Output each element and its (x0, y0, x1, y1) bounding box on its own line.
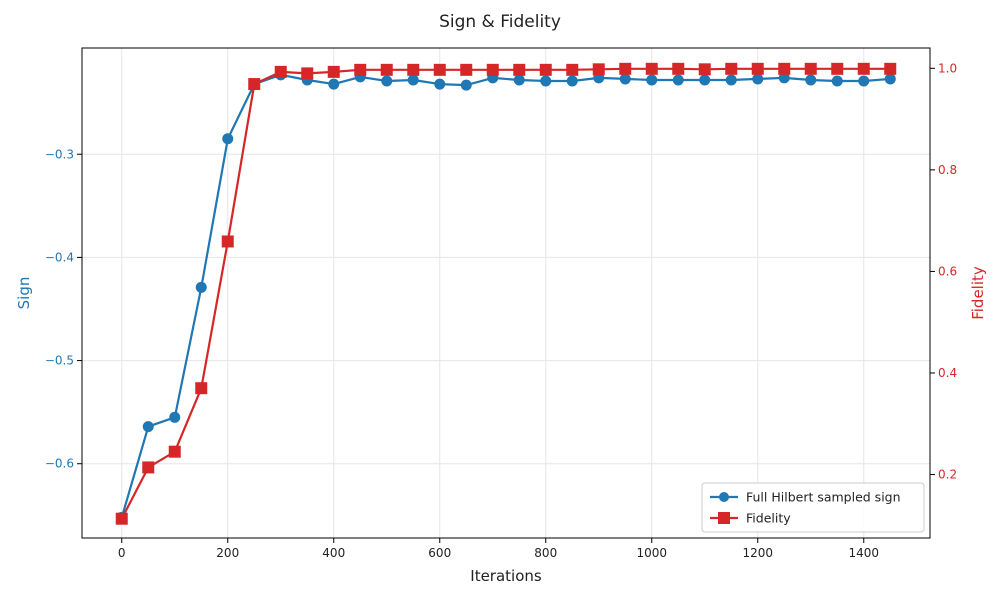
sign-point (778, 72, 790, 84)
right-y-axis-label: Fidelity (969, 266, 987, 320)
fidelity-point (433, 63, 446, 76)
sign-point (540, 75, 552, 87)
left-y-tick-label: −0.3 (45, 147, 74, 161)
fidelity-point (380, 63, 393, 76)
x-tick-label: 1200 (742, 546, 773, 560)
fidelity-point (619, 62, 632, 75)
left-y-tick-label: −0.5 (45, 354, 74, 368)
fidelity-point (248, 78, 261, 91)
x-axis-label: Iterations (470, 567, 542, 585)
sign-point (831, 75, 843, 87)
legend-label: Fidelity (746, 511, 791, 526)
sign-point (222, 133, 234, 145)
x-axis-ticks: 0 200 400 600 800 1000 1200 1400 (118, 538, 879, 560)
right-y-tick-label: 1.0 (938, 61, 957, 75)
chart-title: Sign & Fidelity (439, 12, 561, 32)
sign-point (884, 73, 896, 85)
fidelity-point (460, 63, 473, 76)
grid-lines (82, 48, 930, 538)
x-tick-label: 800 (534, 546, 557, 560)
fidelity-point (725, 62, 738, 75)
series-markers (115, 62, 897, 525)
fidelity-point (407, 63, 420, 76)
sign-point (142, 421, 154, 433)
fidelity-point (698, 63, 711, 76)
x-tick-label: 1400 (848, 546, 879, 560)
fidelity-point (513, 63, 526, 76)
legend-marker-square (718, 512, 730, 524)
sign-point (328, 78, 340, 90)
fidelity-point (539, 63, 552, 76)
left-y-axis-label: Sign (15, 277, 33, 310)
sign-point (195, 281, 207, 293)
fidelity-point (804, 62, 817, 75)
legend-box (701, 482, 925, 533)
sign-point (672, 74, 684, 86)
fidelity-point (831, 62, 844, 75)
sign-point (805, 74, 817, 86)
legend-marker-circle (719, 492, 729, 502)
sign-point (434, 78, 446, 90)
fidelity-point (592, 63, 605, 76)
plot-frame (81, 47, 931, 539)
sign-point (619, 73, 631, 85)
fidelity-point (354, 63, 367, 76)
fidelity-point (884, 62, 897, 75)
fidelity-point (486, 63, 499, 76)
left-y-tick-label: −0.4 (45, 250, 74, 264)
right-y-axis-ticks: 0.2 0.4 0.6 0.8 1.0 (930, 61, 957, 482)
fidelity-point (672, 62, 685, 75)
fidelity-point (195, 382, 208, 395)
fidelity-point (778, 62, 791, 75)
sign-point (381, 75, 393, 87)
fidelity-point (168, 445, 181, 458)
sign-point (699, 74, 711, 86)
sign-point (566, 75, 578, 87)
fidelity-point (301, 67, 314, 80)
sign-point (646, 74, 658, 86)
sign-point (169, 411, 181, 423)
x-tick-label: 1000 (636, 546, 667, 560)
right-y-tick-label: 0.4 (938, 366, 957, 380)
legend: Full Hilbert sampled sign Fidelity (701, 482, 925, 533)
x-tick-label: 400 (322, 546, 345, 560)
right-y-tick-label: 0.8 (938, 163, 957, 177)
legend-label: Full Hilbert sampled sign (746, 490, 901, 505)
fidelity-point (327, 65, 340, 78)
fidelity-point (645, 62, 658, 75)
fidelity-point (857, 62, 870, 75)
sign-point (407, 74, 419, 86)
left-y-axis-ticks: −0.6 −0.5 −0.4 −0.3 (45, 147, 82, 471)
fidelity-point (221, 235, 234, 248)
right-y-tick-label: 0.6 (938, 264, 957, 278)
left-y-tick-label: −0.6 (45, 457, 74, 471)
sign-point (725, 74, 737, 86)
fidelity-point (274, 65, 287, 78)
sign-point (460, 79, 472, 91)
fidelity-point (566, 63, 579, 76)
x-tick-label: 200 (216, 546, 239, 560)
fidelity-point (142, 461, 155, 474)
x-tick-label: 0 (118, 546, 126, 560)
fidelity-point (751, 62, 764, 75)
sign-point (513, 74, 525, 86)
sign-point (752, 73, 764, 85)
fidelity-point (115, 512, 128, 525)
sign-point (858, 75, 870, 87)
right-y-tick-label: 0.2 (938, 468, 957, 482)
x-tick-label: 600 (428, 546, 451, 560)
